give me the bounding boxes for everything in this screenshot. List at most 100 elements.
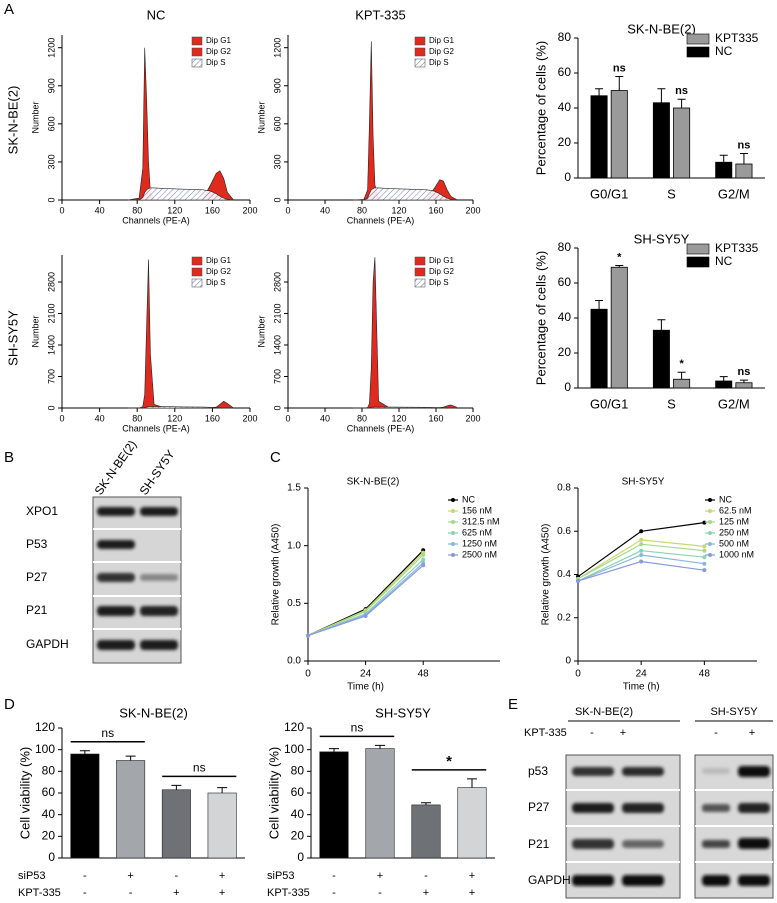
marker [702, 548, 707, 553]
bar [590, 308, 608, 389]
x-tick-label: 200 [242, 413, 257, 423]
y-axis-label: Number [30, 315, 40, 347]
error-bar [657, 319, 666, 331]
x-tick-label: 80 [132, 413, 142, 423]
row-label: SH-SY5Y [5, 310, 20, 366]
legend-label: Dip G2 [429, 267, 454, 276]
blot-bands [572, 766, 770, 886]
panel-label: D [4, 696, 15, 713]
y-tick-label: 60 [42, 785, 56, 799]
marker [702, 555, 707, 560]
bar [161, 789, 191, 859]
legend-label: 250 nM [719, 527, 749, 537]
legend-label: Dip G2 [429, 47, 454, 56]
condition-mark: - [378, 887, 382, 899]
blot-e: SK-N-BE(2) SH-SY5Y KPT-335 - + - + p53 P… [524, 706, 774, 899]
row-label: P27 [528, 800, 550, 814]
legend-label: 2500 nM [462, 549, 497, 559]
legend-label: KPT335 [715, 31, 759, 45]
bar [70, 753, 100, 859]
bar [673, 378, 691, 389]
significance-label: * [679, 358, 684, 370]
error-bar [677, 98, 686, 108]
x-tick-label: 120 [391, 413, 406, 423]
marker [421, 557, 426, 562]
y-tick-label: 0.4 [557, 569, 571, 580]
condition-mark: - [83, 887, 87, 899]
condition-mark: + [377, 870, 383, 882]
significance-label: ns [101, 726, 114, 740]
y-tick-label: 0 [565, 656, 571, 667]
x-tick-label: G0/G1 [590, 396, 628, 411]
panel-label: B [4, 449, 14, 466]
row-label: p53 [528, 764, 548, 778]
legend-label: Dip S [206, 278, 226, 287]
legend-label: Dip G2 [206, 47, 231, 56]
y-axis-label: Number [30, 101, 40, 133]
legend-marker [451, 498, 455, 502]
significance-label: ns [613, 62, 626, 74]
legend-swatch [414, 58, 426, 68]
bar [590, 95, 608, 179]
x-tick-label: 0 [59, 413, 64, 423]
x-tick-label: 120 [167, 205, 182, 215]
y-tick-label: 80 [42, 764, 56, 778]
condition-mark: - [175, 870, 179, 882]
condition-mark: - [129, 887, 133, 899]
y-tick-label: 0 [46, 197, 56, 202]
error-bar [171, 784, 182, 790]
condition-mark: - [83, 870, 87, 882]
x-tick-label: 0 [285, 205, 290, 215]
legend-swatch [414, 278, 426, 288]
y-tick-label: 0.6 [557, 526, 571, 537]
bar [715, 380, 733, 389]
bar [457, 787, 487, 859]
y-tick-label: 100 [284, 742, 304, 756]
marker [639, 559, 644, 564]
x-tick-label: 120 [391, 205, 406, 215]
error-bar [329, 748, 339, 752]
x-axis-label: Time (h) [623, 682, 660, 693]
histogram-area [127, 406, 234, 409]
condition-mark: - [332, 870, 336, 882]
y-tick-label: 1.5 [287, 483, 301, 494]
y-tick-label: 2800 [46, 272, 56, 292]
legend-label: Dip S [429, 278, 449, 287]
y-tick-label: 900 [272, 78, 282, 93]
y-tick-label: 0 [272, 197, 282, 202]
x-tick-label: 0 [59, 205, 64, 215]
group-label: SH-SY5Y [710, 706, 758, 718]
x-tick-label: 0 [305, 669, 311, 680]
line [307, 562, 424, 637]
y-tick-label: 0 [297, 850, 304, 864]
row-label: P27 [26, 570, 48, 584]
significance-label: ns [193, 761, 206, 775]
y-tick-label: 60 [558, 275, 572, 289]
y-tick-label: 0.2 [557, 612, 571, 623]
marker [421, 563, 426, 568]
significance-label: ns [351, 721, 364, 735]
y-tick-label: 20 [558, 135, 572, 149]
y-tick-label: 40 [42, 807, 56, 821]
legend-label: NC [715, 254, 733, 268]
legend-swatch [414, 47, 426, 57]
condition-label: siP53 [18, 870, 46, 882]
legend-swatch [414, 256, 426, 266]
y-axis-label: Number [256, 101, 266, 133]
error-bar [125, 755, 136, 761]
significance-label: ns [738, 366, 751, 378]
x-tick-label: 24 [636, 669, 648, 680]
histogram-area [352, 406, 457, 409]
marker [702, 544, 707, 549]
chart-title: SK-N-BE(2) [119, 705, 188, 720]
y-tick-label: 900 [46, 78, 56, 93]
y-tick-label: 2100 [272, 303, 282, 323]
y-tick-label: 2100 [46, 303, 56, 323]
x-tick-label: 80 [357, 413, 367, 423]
x-tick-label: 200 [242, 205, 257, 215]
error-bar [79, 750, 90, 754]
error-bar [375, 744, 385, 749]
significance-label: ns [738, 139, 751, 151]
error-bar [217, 787, 228, 793]
